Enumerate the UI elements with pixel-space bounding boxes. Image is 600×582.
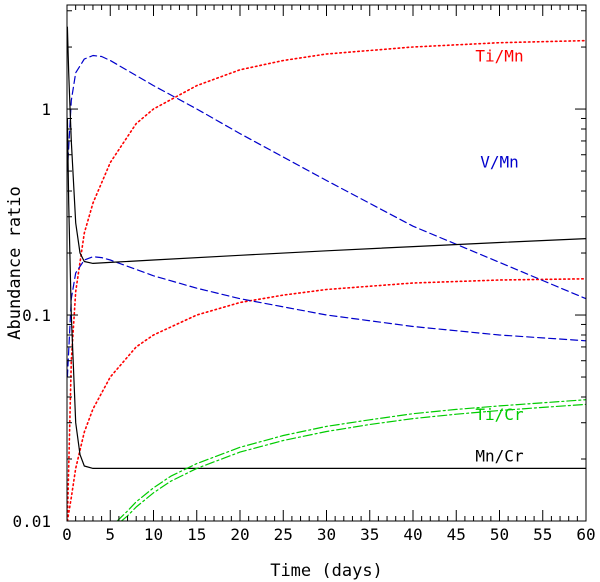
series-label: Ti/Cr xyxy=(475,405,524,424)
series-line-8 xyxy=(120,403,586,521)
x-tick-label: 35 xyxy=(360,525,379,544)
x-tick-label: 5 xyxy=(105,525,115,544)
series-line-5 xyxy=(67,26,586,264)
series-labels: Ti/Mn V/Mn Ti/Cr Mn/Cr xyxy=(475,47,524,466)
series-line-4 xyxy=(67,256,586,378)
x-axis-title: Time (days) xyxy=(270,561,383,581)
y-tick-label: 0.1 xyxy=(22,306,51,325)
x-tick-label: 55 xyxy=(533,525,552,544)
y-axis-title: Abundance ratio xyxy=(5,186,25,340)
x-tick-label: 60 xyxy=(576,525,595,544)
series-label: V/Mn xyxy=(480,153,519,172)
x-tick-label: 25 xyxy=(274,525,293,544)
axis-ticks: 0 5 10 15 20 25 30 35 40 45 50 55 60 0.01 0.1 1 xyxy=(12,5,596,544)
x-tick-label: 40 xyxy=(403,525,422,544)
series-line-2 xyxy=(67,277,586,521)
series-layer xyxy=(67,26,586,521)
y-tick-label: 1 xyxy=(41,100,51,119)
x-tick-label: 20 xyxy=(230,525,249,544)
x-tick-label: 50 xyxy=(490,525,509,544)
x-tick-label: 15 xyxy=(187,525,206,544)
series-label: Mn/Cr xyxy=(475,446,524,465)
x-tick-label: 30 xyxy=(317,525,336,544)
series-line-1 xyxy=(67,39,586,521)
series-line-3 xyxy=(67,54,586,300)
y-tick-label: 0.01 xyxy=(12,512,51,531)
series-line-6 xyxy=(67,117,586,469)
x-tick-label: 45 xyxy=(447,525,466,544)
series-label: Ti/Mn xyxy=(475,47,523,66)
series-line-7 xyxy=(116,399,586,521)
x-tick-label: 10 xyxy=(144,525,163,544)
x-tick-label: 0 xyxy=(62,525,72,544)
